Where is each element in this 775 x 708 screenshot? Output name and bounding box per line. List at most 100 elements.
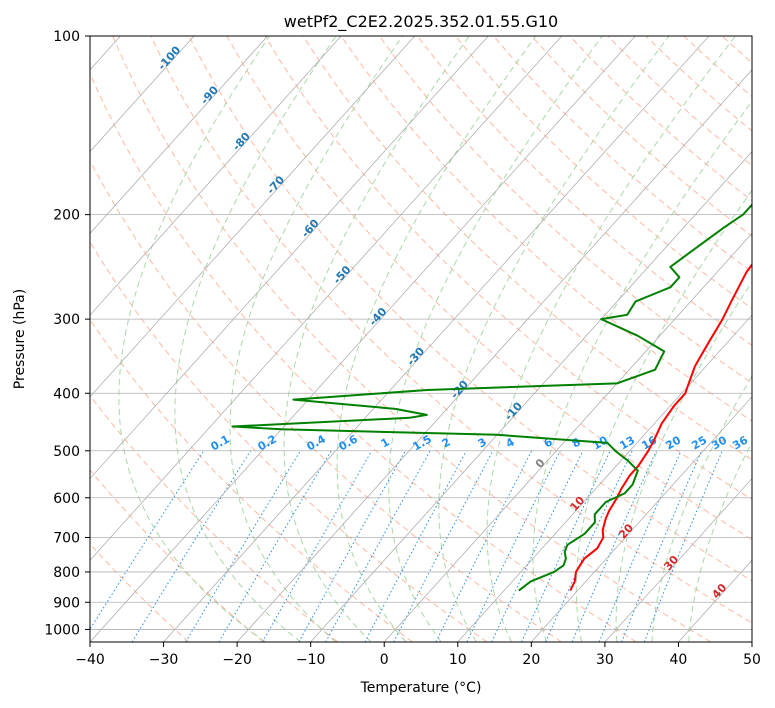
y-tick-label: 1000: [44, 622, 80, 638]
mixing-ratio-line: [571, 450, 657, 642]
isotherm-line: [90, 36, 342, 316]
moist-adiabat: [575, 189, 752, 642]
isotherm-label: -50: [331, 263, 354, 287]
isotherm-line: [90, 36, 636, 642]
mixing-ratio-line: [185, 450, 301, 642]
dry-adiabat: [112, 36, 712, 642]
x-axis: −40 −30 −20 −10 0 10 20 30 40 50: [75, 642, 761, 668]
mixing-ratio-label: 1: [379, 435, 392, 450]
mixing-ratio-label: 36: [730, 433, 750, 452]
mixing-ratio-label: 25: [689, 434, 709, 453]
isotherm-label: 10: [567, 494, 587, 514]
mixing-ratio-line: [218, 450, 332, 642]
x-tick-label: −40: [75, 652, 105, 668]
chart-title: wetPf2_C2E2.2025.352.01.55.G10: [284, 12, 558, 32]
moist-adiabat: [229, 36, 404, 642]
moist-adiabat: [336, 36, 537, 642]
y-axis-label: Pressure (hPa): [12, 289, 28, 389]
isotherm-line: [604, 477, 752, 642]
dry-adiabat: [90, 394, 339, 642]
x-tick-label: −20: [222, 652, 252, 668]
dry-adiabat: [90, 469, 264, 642]
mixing-ratio-line: [325, 450, 431, 642]
dry-adiabat: [264, 36, 752, 500]
isotherm-line: [163, 36, 710, 642]
mixing-ratio-line: [545, 450, 633, 642]
dry-adiabat: [455, 36, 752, 310]
isotherm-line: [531, 396, 752, 642]
isotherm-label: 0: [533, 456, 548, 471]
x-axis-label: Temperature (°C): [360, 680, 482, 696]
temperature-line: [569, 262, 752, 592]
y-tick-label: 600: [53, 491, 80, 507]
y-tick-label: 400: [53, 386, 80, 402]
moist-adiabat: [118, 36, 270, 642]
moist-adiabat: [651, 375, 752, 642]
y-tick-label: 700: [53, 531, 80, 547]
x-tick-label: 0: [380, 652, 389, 668]
isotherm-line: [90, 36, 416, 398]
grid-lines: [90, 36, 752, 642]
moist-adiabat: [283, 36, 470, 642]
isotherm-label: -60: [299, 217, 322, 241]
mixing-ratio-label: 0.6: [337, 432, 361, 453]
dry-adiabat: [90, 543, 190, 642]
isotherm-label: -70: [264, 173, 287, 197]
moist-adiabat: [486, 36, 736, 642]
mixing-ratio-label: 3: [476, 435, 489, 450]
mixing-ratio-line: [131, 450, 251, 642]
x-tick-label: 10: [449, 652, 467, 668]
isotherm-line: [90, 36, 195, 153]
x-tick-label: −30: [149, 652, 179, 668]
mixing-ratio-label: 0.4: [305, 432, 329, 453]
mixing-ratio-line: [90, 450, 205, 630]
series: [231, 203, 752, 592]
mixing-ratio-line: [621, 450, 703, 642]
y-axis: 100 200 300 400 500 600 700 800 900 1000: [44, 29, 90, 638]
isotherm-label: 20: [616, 521, 636, 541]
mixing-ratio-label: 1.5: [411, 432, 434, 453]
mixing-ratio-line: [393, 450, 494, 642]
x-tick-label: 30: [596, 652, 614, 668]
moist-adiabat: [438, 36, 670, 642]
isotherm-line: [457, 314, 752, 642]
mixing-ratio-label: 4: [504, 435, 517, 450]
dry-adiabat: [721, 36, 752, 64]
x-tick-label: 40: [670, 652, 688, 668]
plot-frame: [89, 35, 753, 643]
isotherm-line: [90, 36, 268, 234]
isotherm-label: -90: [198, 83, 221, 107]
isotherm-label: -30: [404, 345, 427, 369]
dry-adiabat: [150, 36, 752, 624]
mixing-ratio-label: 0.1: [209, 432, 232, 453]
moist-adiabat: [615, 281, 752, 642]
mixing-ratio-line: [364, 450, 467, 642]
dry-adiabat: [90, 72, 637, 642]
moist-adiabat: [532, 100, 752, 642]
mixing-ratio-line: [491, 450, 584, 642]
x-tick-label: −10: [296, 652, 326, 668]
mixing-ratio-line: [262, 450, 373, 642]
mixing-ratio-line: [643, 450, 723, 642]
background-lines: [90, 36, 752, 642]
moist-adiabat: [174, 36, 337, 642]
mixing-ratio-label: 30: [709, 433, 729, 452]
mixing-ratio-label: 13: [617, 434, 637, 453]
dry-adiabat: [90, 159, 562, 642]
moist-adiabat: [388, 36, 603, 642]
dry-adiabat: [90, 241, 488, 642]
isotherm-label: -10: [502, 399, 525, 423]
mixing-ratio-label: 8: [570, 435, 583, 450]
isotherm-line: [310, 151, 752, 642]
isotherm-label: 40: [710, 581, 730, 601]
dry-adiabat: [569, 36, 752, 202]
dewpoint-line: [231, 203, 752, 592]
mixing-ratio-line: [521, 450, 611, 642]
y-tick-label: 900: [53, 595, 80, 611]
mixing-ratio-line: [598, 450, 682, 642]
isotherm-line: [90, 36, 489, 480]
y-tick-label: 300: [53, 312, 80, 328]
dry-adiabat: [683, 36, 752, 98]
dry-adiabat: [416, 36, 752, 346]
